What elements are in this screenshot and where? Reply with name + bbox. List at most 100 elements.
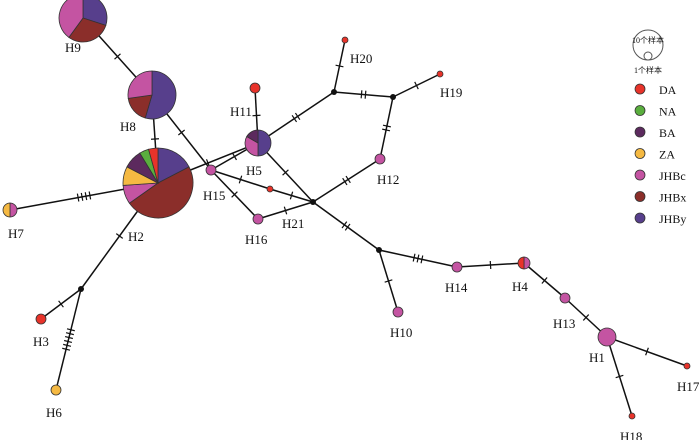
haplotype-node-H11[interactable] — [249, 82, 261, 94]
mutation-tick — [58, 300, 64, 308]
haplotype-node-H17[interactable] — [683, 362, 691, 370]
haplotype-node-H3[interactable] — [35, 313, 47, 325]
legend-label: NA — [659, 105, 677, 119]
mutation-tick — [345, 175, 351, 184]
size-scale-large-label: 10个样本 — [632, 35, 664, 45]
haplotype-label: H4 — [512, 279, 528, 294]
mutation-tick — [645, 347, 649, 356]
mutation-tick — [414, 81, 419, 90]
edge-mv3-mv2 — [333, 91, 394, 98]
pie-slice-JHBy — [257, 129, 272, 157]
mutation-tick — [114, 53, 121, 60]
pie-slice-JHBx — [68, 17, 107, 43]
haplotype-label: H2 — [128, 229, 144, 244]
haplotype-node-H18[interactable] — [628, 412, 636, 420]
pie-slice-DA — [266, 185, 274, 193]
haplotype-label: H1 — [589, 350, 605, 365]
haplotype-label: H12 — [377, 172, 399, 187]
pie-slice-JHBy — [144, 70, 177, 120]
mutation-tick — [289, 191, 294, 200]
haplotype-label: H3 — [33, 334, 49, 349]
pie-slice-JHBc — [523, 256, 531, 270]
mutation-tick — [80, 192, 84, 201]
legend-swatch-NA — [634, 105, 646, 116]
edge-H12-mv3 — [379, 96, 394, 160]
haplotype-node-H16[interactable] — [252, 213, 264, 225]
pie-slice-DA — [341, 36, 349, 44]
mutation-tick — [382, 128, 391, 132]
mutation-tick — [344, 223, 351, 231]
haplotype-node-H14[interactable] — [451, 261, 463, 273]
mutation-tick — [76, 193, 80, 202]
size-scale-small-label: 1个样本 — [634, 65, 662, 75]
pie-slice-JHBy — [82, 0, 108, 26]
pie-slice-ZA — [50, 384, 62, 396]
haplotype-label: H13 — [553, 316, 575, 331]
haplotype-label: H15 — [203, 188, 225, 203]
mutation-tick — [84, 192, 88, 201]
haplotype-label: H20 — [350, 51, 372, 66]
edge-mv5-H6 — [55, 288, 82, 391]
mutation-tick — [62, 347, 71, 351]
legend-swatch-BA — [634, 126, 646, 138]
pie-slice-JHBc — [392, 306, 404, 318]
median-vector-node — [331, 89, 337, 95]
size-scale-large-icon — [632, 29, 664, 61]
pie-slice-JHBc — [451, 261, 463, 273]
haplotype-label: H18 — [620, 429, 642, 440]
haplotype-node-H20[interactable] — [341, 36, 349, 44]
median-vector-node — [390, 94, 396, 100]
haplotype-label: H8 — [120, 119, 136, 134]
haplotype-node-H13[interactable] — [559, 292, 571, 304]
mutation-tick — [291, 114, 298, 123]
haplotype-node-H9[interactable] — [58, 0, 108, 43]
pie-slice-DA — [683, 362, 691, 370]
legend-swatch-JHBc — [634, 169, 646, 181]
haplotype-label: H7 — [8, 226, 24, 241]
haplotype-node-H19[interactable] — [436, 70, 444, 78]
mutation-tick — [282, 169, 289, 176]
mutation-tick — [64, 336, 74, 340]
pie-slice-JHBc — [58, 0, 84, 38]
legend-label: JHBc — [659, 169, 686, 183]
mutation-tick — [231, 152, 238, 161]
legend-swatch-DA — [634, 83, 646, 95]
legend-label: BA — [659, 126, 676, 140]
haplotype-node-H8[interactable] — [127, 70, 177, 120]
haplotype-node-H2[interactable] — [122, 147, 194, 219]
mutation-tick — [177, 129, 186, 136]
edge-mv1-H12 — [312, 158, 381, 203]
mutation-tick — [238, 175, 243, 184]
legend-label: ZA — [659, 148, 675, 162]
pie-slice-JHBc — [127, 70, 153, 99]
legend: 10个样本 1个样本 DA NA BA ZA JHBc JHBx JHBy — [632, 29, 686, 226]
haplotype-node-H1[interactable] — [597, 327, 617, 347]
haplotype-node-H6[interactable] — [50, 384, 62, 396]
haplotype-label: H6 — [46, 405, 62, 420]
haplotype-node-H21[interactable] — [266, 185, 274, 193]
pie-slice-JHBc — [205, 164, 217, 176]
mutation-tick — [341, 221, 348, 229]
mutation-tick — [342, 177, 348, 186]
mutation-tick — [294, 112, 301, 121]
haplotype-node-H15[interactable] — [205, 164, 217, 176]
haplotype-node-H12[interactable] — [374, 153, 386, 165]
haplotype-node-H4[interactable] — [517, 256, 531, 270]
pie-slice-DA — [148, 147, 159, 184]
haplotype-node-H5[interactable] — [244, 129, 272, 157]
median-vector-node — [376, 247, 382, 253]
haplotype-label: H21 — [282, 216, 304, 231]
haplotype-label: H5 — [246, 163, 262, 178]
mutation-tick — [364, 90, 367, 99]
mutation-tick — [66, 328, 75, 332]
haplotype-node-H10[interactable] — [392, 306, 404, 318]
mutation-tick — [150, 138, 160, 140]
mutation-tick — [420, 255, 424, 264]
legend-label: JHBx — [659, 191, 686, 205]
pie-slice-DA — [517, 256, 525, 270]
mutation-tick — [65, 332, 74, 336]
haplotype-label: H9 — [65, 40, 81, 55]
haplotype-node-H7[interactable] — [2, 202, 18, 218]
pie-slice-JHBc — [559, 292, 571, 304]
